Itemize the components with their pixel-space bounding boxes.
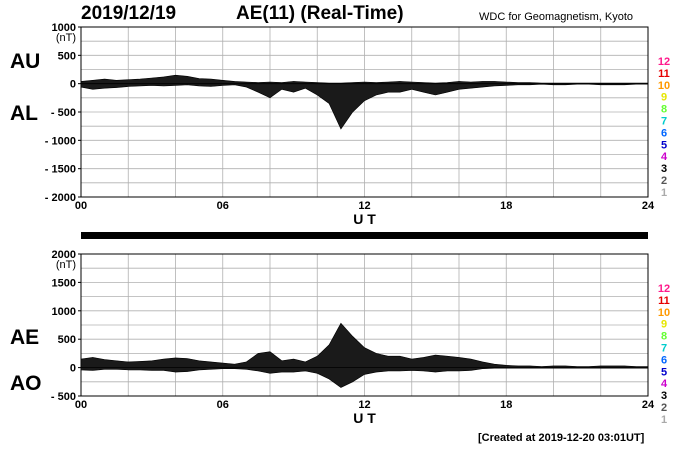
y-tick-label: 1000 bbox=[52, 306, 76, 318]
y-tick-label: - 500 bbox=[51, 107, 76, 119]
hour-legend-11: 11 bbox=[658, 68, 670, 80]
hour-legend-2: 2 bbox=[661, 175, 667, 187]
hour-legend-1: 1 bbox=[661, 187, 667, 199]
x-tick-label: 12 bbox=[358, 200, 370, 212]
x-tick-label: 18 bbox=[500, 399, 512, 411]
x-tick-label: 00 bbox=[75, 200, 87, 212]
y-tick-label: 500 bbox=[58, 334, 76, 346]
hour-legend-7: 7 bbox=[661, 343, 667, 355]
x-axis-label: U T bbox=[353, 410, 376, 426]
series-envelope-au-al bbox=[80, 74, 649, 130]
y-tick-label: 2000 bbox=[52, 249, 76, 261]
plot-frame bbox=[80, 253, 649, 397]
series-label-ao: AO bbox=[10, 372, 42, 395]
hour-legend-9: 9 bbox=[661, 319, 667, 331]
y-tick-label: 1500 bbox=[52, 277, 76, 289]
hour-legend-5: 5 bbox=[661, 366, 667, 378]
x-tick-label: 24 bbox=[642, 200, 655, 212]
panel-separator-bar bbox=[81, 232, 648, 239]
hour-legend-10: 10 bbox=[658, 80, 670, 92]
y-tick-label: - 1500 bbox=[45, 164, 76, 176]
series-envelope-ae-ao bbox=[80, 322, 649, 388]
hour-legend-6: 6 bbox=[661, 354, 667, 366]
y-tick-label: - 500 bbox=[51, 391, 76, 403]
y-tick-label: 500 bbox=[58, 50, 76, 62]
hour-legend-10: 10 bbox=[658, 307, 670, 319]
hour-legend-8: 8 bbox=[661, 331, 667, 343]
unit-label: (nT) bbox=[56, 32, 76, 44]
hour-legend-3: 3 bbox=[661, 163, 667, 175]
hour-legend-12: 12 bbox=[658, 56, 670, 68]
hour-legend-5: 5 bbox=[661, 139, 667, 151]
hour-legend-1: 1 bbox=[661, 414, 667, 426]
x-tick-label: 24 bbox=[642, 399, 655, 411]
x-tick-label: 06 bbox=[217, 200, 229, 212]
hour-legend-7: 7 bbox=[661, 116, 667, 128]
x-tick-label: 18 bbox=[500, 200, 512, 212]
hour-legend-9: 9 bbox=[661, 92, 667, 104]
hour-legend-3: 3 bbox=[661, 390, 667, 402]
hour-legend-4: 4 bbox=[661, 378, 668, 390]
series-label-al: AL bbox=[10, 102, 38, 125]
hour-legend-11: 11 bbox=[658, 295, 670, 307]
hour-legend-6: 6 bbox=[661, 127, 667, 139]
hour-legend-8: 8 bbox=[661, 104, 667, 116]
hour-legend-2: 2 bbox=[661, 402, 667, 414]
x-tick-label: 00 bbox=[75, 399, 87, 411]
unit-label: (nT) bbox=[56, 259, 76, 271]
y-tick-label: 0 bbox=[70, 79, 76, 91]
hour-legend-12: 12 bbox=[658, 283, 670, 295]
hour-legend-4: 4 bbox=[661, 151, 668, 163]
source-label: WDC for Geomagnetism, Kyoto bbox=[479, 11, 634, 23]
x-tick-label: 06 bbox=[217, 399, 229, 411]
y-tick-label: 0 bbox=[70, 363, 76, 375]
series-label-ae: AE bbox=[10, 326, 40, 349]
y-tick-label: - 2000 bbox=[45, 192, 76, 204]
chart-date: 2019/12/19 bbox=[81, 3, 177, 24]
y-tick-label: - 1000 bbox=[45, 135, 76, 147]
x-tick-label: 12 bbox=[358, 399, 370, 411]
series-label-au: AU bbox=[10, 50, 41, 73]
created-timestamp: [Created at 2019-12-20 03:01UT] bbox=[478, 432, 645, 444]
y-tick-label: 1000 bbox=[52, 22, 76, 34]
x-axis-label: U T bbox=[353, 211, 376, 227]
chart-title: AE(11) (Real-Time) bbox=[236, 3, 404, 24]
